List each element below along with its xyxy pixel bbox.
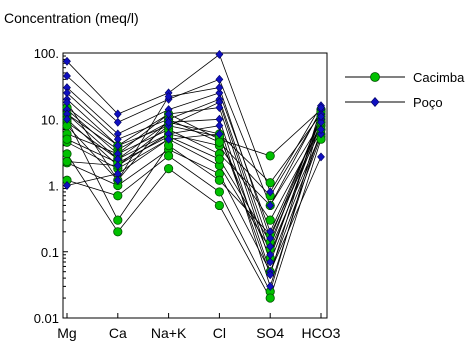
y-tick-label: 0.1	[41, 245, 59, 260]
x-tick-label: Cl	[213, 325, 226, 341]
point-diamond	[113, 117, 122, 127]
point-diamond	[266, 233, 275, 243]
chart-title: Concentration (meq/l)	[4, 10, 139, 26]
point-diamond	[215, 129, 224, 139]
point-diamond	[164, 134, 173, 144]
point-diamond	[63, 114, 71, 124]
point-diamond	[266, 257, 275, 267]
sample-line	[66, 107, 322, 157]
point-circle	[265, 151, 275, 161]
sample-line	[66, 122, 322, 243]
y-tick-label: 1.	[48, 179, 59, 194]
legend-label: Cacimba	[413, 70, 465, 85]
point-diamond	[215, 103, 224, 113]
point-diamond	[266, 270, 275, 280]
point-circle	[265, 215, 275, 225]
sample-line	[66, 119, 322, 288]
point-circle	[214, 187, 224, 197]
point-diamond	[63, 56, 71, 66]
sample-line	[66, 53, 322, 193]
point-diamond	[317, 125, 325, 134]
point-circle	[113, 227, 123, 237]
x-tick-label: Ca	[109, 325, 127, 341]
x-tick-label: HCO3	[302, 325, 341, 341]
y-tick-label: 10.	[41, 112, 59, 127]
point-diamond	[164, 92, 173, 102]
point-circle	[113, 191, 123, 201]
sample-line	[66, 111, 322, 197]
sample-line	[66, 133, 322, 250]
point-circle	[265, 178, 275, 188]
sample-line	[66, 99, 322, 256]
sample-line	[66, 107, 322, 264]
legend-label: Poço	[413, 95, 443, 110]
point-diamond	[113, 175, 122, 185]
sample-line	[66, 136, 322, 273]
point-diamond	[63, 71, 71, 81]
point-circle	[62, 156, 72, 167]
sample-line	[66, 107, 322, 276]
point-circle	[164, 151, 174, 161]
sample-line	[66, 113, 322, 273]
sample-line	[66, 92, 322, 248]
point-diamond	[63, 181, 71, 190]
plot-frame	[62, 52, 328, 319]
x-axis: Mg Ca Na+K Cl SO4 HCO3	[57, 313, 341, 341]
point-circle	[113, 215, 123, 225]
point-diamond	[317, 112, 325, 121]
point-diamond	[164, 117, 173, 127]
sample-line	[66, 139, 322, 300]
sample-line	[66, 119, 322, 293]
legend-marker-circle	[370, 72, 380, 82]
x-tick-label: SO4	[256, 325, 284, 341]
point-circle	[62, 134, 72, 144]
point-diamond	[266, 200, 275, 210]
sample-line	[66, 87, 322, 240]
x-tick-label: Mg	[57, 325, 76, 341]
point-diamond	[317, 103, 325, 113]
sample-line	[66, 121, 322, 221]
series-lines	[66, 53, 322, 300]
point-circle	[214, 200, 224, 211]
point-diamond	[266, 281, 275, 291]
sample-line	[66, 122, 322, 207]
point-circle	[265, 293, 275, 303]
point-circle	[214, 154, 224, 164]
y-axis: 100. 10. 1. 0.1 0.01	[34, 46, 68, 326]
sample-line	[66, 113, 322, 184]
sample-line	[66, 87, 322, 233]
series-markers	[62, 50, 326, 303]
point-diamond	[215, 83, 224, 93]
point-circle	[62, 149, 72, 159]
sample-line	[66, 75, 322, 207]
point-diamond	[215, 74, 224, 84]
point-diamond	[63, 97, 71, 107]
point-circle	[164, 163, 174, 174]
x-tick-label: Na+K	[151, 325, 187, 341]
point-circle	[214, 175, 224, 185]
point-diamond	[317, 152, 325, 162]
y-tick-label: 0.01	[34, 311, 59, 326]
legend-marker-diamond	[370, 97, 380, 107]
point-diamond	[215, 50, 224, 59]
point-diamond	[215, 121, 224, 131]
point-diamond	[266, 187, 275, 197]
point-circle	[214, 137, 224, 147]
y-tick-label: 100.	[34, 46, 59, 61]
legend: Cacimba Poço	[345, 70, 465, 110]
